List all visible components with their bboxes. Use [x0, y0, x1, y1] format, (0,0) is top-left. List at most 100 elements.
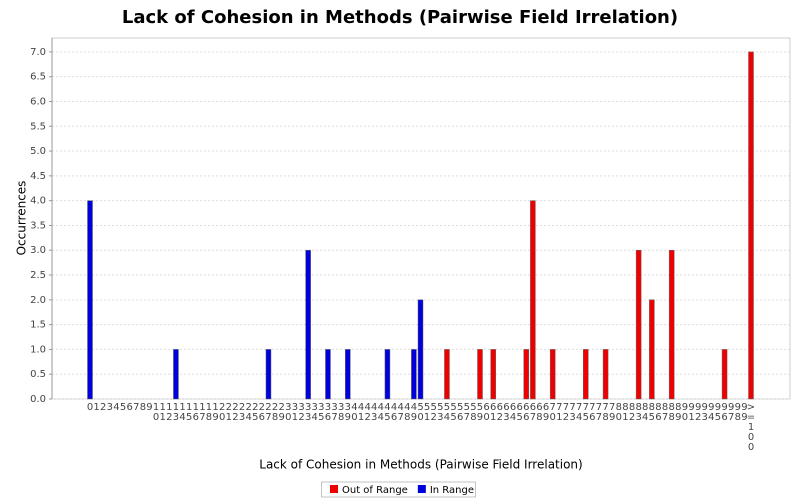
x-tick-label: 38	[336, 402, 347, 422]
x-tick-label: 14	[177, 402, 188, 422]
x-tick-label: 44	[375, 402, 386, 422]
y-tick-label: 3.5	[30, 220, 46, 231]
y-tick-label: 1.5	[30, 320, 46, 331]
x-tick-label: 31	[289, 402, 300, 422]
bar	[325, 349, 331, 400]
bar	[602, 349, 609, 400]
x-tick-label: 58	[468, 402, 479, 422]
x-tick-label: 97	[726, 402, 737, 422]
bar	[265, 349, 272, 400]
x-tick-label: 46	[389, 402, 400, 422]
x-tick-label: 25	[250, 402, 261, 422]
x-tick-label: 5	[118, 402, 129, 412]
legend	[321, 481, 476, 498]
x-tick-label: >=100	[746, 402, 757, 452]
x-tick-label: 93	[699, 402, 710, 422]
bar	[583, 349, 589, 400]
x-tick-label: 61	[488, 402, 499, 422]
x-tick-label: 34	[309, 402, 320, 422]
x-tick-label: 69	[541, 402, 552, 422]
x-tick-label: 79	[607, 402, 618, 422]
x-tick-label: 81	[620, 402, 631, 422]
x-tick-label: 70	[547, 402, 558, 422]
x-tick-label: 68	[534, 402, 545, 422]
x-tick-label: 89	[673, 402, 684, 422]
y-tick-label: 7.0	[30, 47, 46, 58]
x-tick-label: 24	[243, 402, 254, 422]
y-tick-label: 3.0	[30, 245, 46, 256]
x-tick-label: 65	[514, 402, 525, 422]
x-tick-label: 82	[627, 402, 638, 422]
x-tick-label: 40	[349, 402, 360, 422]
x-tick-label: 30	[283, 402, 294, 422]
x-tick-label: 36	[322, 402, 333, 422]
x-tick-label: 12	[164, 402, 175, 422]
x-tick-label: 99	[739, 402, 750, 422]
x-tick-label: 86	[653, 402, 664, 422]
x-tick-label: 18	[203, 402, 214, 422]
x-tick-label: 75	[580, 402, 591, 422]
legend-label: Out of Range	[342, 485, 408, 496]
y-tick-label: 2.5	[30, 270, 46, 281]
legend-swatch	[417, 485, 426, 493]
bar	[345, 349, 351, 400]
x-tick-label: 45	[382, 402, 393, 422]
x-tick-label: 10	[151, 402, 162, 422]
y-tick-label: 1.0	[30, 344, 46, 355]
x-tick-label: 19	[210, 402, 221, 422]
x-tick-label: 57	[461, 402, 472, 422]
x-tick-label: 11	[157, 402, 168, 422]
x-tick-label: 47	[395, 402, 406, 422]
y-tick-label: 0.5	[30, 369, 46, 380]
x-tick-label: 23	[237, 402, 248, 422]
x-tick-label: 26	[256, 402, 267, 422]
x-tick-label: 51	[422, 402, 433, 422]
x-tick-label: 35	[316, 402, 327, 422]
x-axis-title: Lack of Cohesion in Methods (Pairwise Fi…	[259, 458, 582, 472]
x-tick-label: 13	[170, 402, 181, 422]
y-tick-label: 6.5	[30, 72, 46, 83]
x-tick-label: 85	[646, 402, 657, 422]
y-tick-label: 2.0	[30, 295, 46, 306]
bar	[384, 349, 391, 400]
x-tick-label: 48	[402, 402, 413, 422]
x-tick-label: 92	[693, 402, 704, 422]
y-tick-label: 4.5	[30, 171, 46, 182]
x-tick-label: 42	[362, 402, 373, 422]
x-tick-label: 74	[574, 402, 585, 422]
x-tick-label: 43	[369, 402, 380, 422]
x-tick-label: 0	[85, 402, 96, 412]
x-tick-label: 94	[706, 402, 717, 422]
x-tick-label: 32	[296, 402, 307, 422]
bar	[668, 249, 675, 400]
x-tick-label: 64	[508, 402, 519, 422]
bar	[649, 299, 655, 400]
x-tick-label: 63	[501, 402, 512, 422]
x-tick-label: 88	[666, 402, 677, 422]
x-tick-label: 62	[494, 402, 505, 422]
x-tick-label: 20	[217, 402, 228, 422]
x-tick-label: 17	[197, 402, 208, 422]
bar	[417, 299, 424, 400]
x-tick-label: 98	[732, 402, 743, 422]
x-tick-label: 95	[712, 402, 723, 422]
bar	[444, 349, 450, 400]
y-tick-label: 6.0	[30, 96, 46, 107]
bar	[748, 51, 754, 400]
bar	[721, 349, 728, 400]
bar	[635, 249, 642, 400]
x-tick-label: 16	[190, 402, 201, 422]
bar	[87, 200, 93, 400]
x-tick-label: 72	[560, 402, 571, 422]
x-tick-label: 15	[184, 402, 195, 422]
x-tick-label: 50	[415, 402, 426, 422]
x-tick-label: 76	[587, 402, 598, 422]
x-tick-label: 21	[223, 402, 234, 422]
x-tick-label: 37	[329, 402, 340, 422]
x-tick-label: 87	[660, 402, 671, 422]
x-tick-label: 90	[679, 402, 690, 422]
x-tick-label: 49	[408, 402, 419, 422]
x-tick-label: 52	[428, 402, 439, 422]
